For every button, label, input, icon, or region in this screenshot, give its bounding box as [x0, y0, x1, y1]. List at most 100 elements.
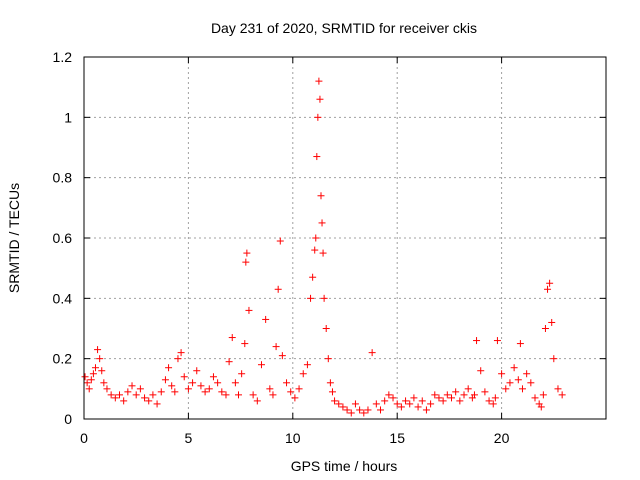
data-point: [550, 355, 558, 363]
x-tick-label: 10: [285, 430, 301, 446]
y-tick-label: 1.2: [53, 49, 73, 65]
data-point: [174, 355, 182, 363]
data-point: [303, 361, 311, 369]
data-point: [498, 370, 506, 378]
x-tick-label: 5: [185, 430, 193, 446]
y-tick-label: 0.2: [53, 351, 73, 367]
data-point: [171, 388, 179, 396]
data-points: [81, 77, 566, 417]
data-point: [422, 406, 430, 414]
data-point: [531, 394, 539, 402]
y-axis-title: SRMTID / TECUs: [6, 183, 22, 293]
data-point: [184, 385, 192, 393]
data-point: [447, 394, 455, 402]
data-point: [439, 397, 447, 405]
data-point: [317, 192, 325, 200]
data-point: [235, 391, 243, 399]
data-point: [107, 391, 115, 399]
data-point: [315, 77, 323, 85]
data-point: [145, 397, 153, 405]
data-point: [141, 394, 149, 402]
data-point: [157, 388, 165, 396]
data-point: [502, 385, 510, 393]
data-point: [318, 219, 326, 227]
data-point: [435, 394, 443, 402]
data-point: [402, 397, 410, 405]
data-point: [514, 376, 522, 384]
data-point: [272, 343, 280, 351]
data-point: [276, 237, 284, 245]
data-point: [153, 400, 161, 408]
y-tick-label: 0: [64, 411, 72, 427]
data-point: [120, 397, 128, 405]
data-point: [222, 391, 230, 399]
data-point: [368, 349, 376, 357]
data-point: [347, 409, 355, 417]
data-point: [477, 367, 485, 375]
data-point: [81, 373, 89, 381]
data-point: [389, 394, 397, 402]
x-axis-title: GPS time / hours: [291, 458, 398, 474]
data-point: [311, 246, 319, 254]
data-point: [307, 294, 315, 302]
data-point: [299, 370, 307, 378]
y-tick-label: 0.6: [53, 230, 73, 246]
data-point: [124, 388, 132, 396]
data-point: [406, 400, 414, 408]
data-point: [132, 391, 140, 399]
data-point: [309, 273, 317, 281]
y-tick-label: 0.4: [53, 290, 73, 306]
x-tick-label: 20: [494, 430, 510, 446]
data-point: [218, 388, 226, 396]
data-point: [197, 382, 205, 390]
data-point: [481, 388, 489, 396]
data-point: [320, 294, 328, 302]
x-tick-label: 0: [80, 430, 88, 446]
data-point: [473, 337, 481, 345]
data-point: [537, 403, 545, 411]
data-point: [245, 306, 253, 314]
data-point: [558, 391, 566, 399]
y-tick-label: 0.8: [53, 170, 73, 186]
data-point: [83, 379, 91, 387]
data-point: [518, 385, 526, 393]
data-point: [493, 337, 501, 345]
data-point: [274, 285, 282, 293]
data-point: [231, 379, 239, 387]
data-point: [161, 376, 169, 384]
data-point: [225, 358, 233, 366]
data-point: [94, 346, 102, 354]
data-point: [527, 379, 535, 387]
data-point: [546, 279, 554, 287]
data-point: [180, 373, 188, 381]
grid: [84, 57, 606, 419]
data-point: [168, 382, 176, 390]
data-point: [491, 394, 499, 402]
y-tick-label: 1: [64, 109, 72, 125]
data-point: [335, 400, 343, 408]
data-point: [262, 315, 270, 323]
data-point: [85, 385, 93, 393]
data-point: [397, 403, 405, 411]
data-point: [177, 349, 185, 357]
data-point: [87, 376, 95, 384]
data-point: [228, 334, 236, 342]
data-point: [111, 394, 119, 402]
data-point: [278, 352, 286, 360]
data-point: [360, 409, 368, 417]
data-point: [103, 385, 111, 393]
data-point: [470, 391, 478, 399]
data-point: [243, 249, 251, 257]
data-point: [548, 318, 556, 326]
data-point: [385, 391, 393, 399]
data-point: [539, 391, 547, 399]
data-point: [205, 385, 213, 393]
data-point: [201, 388, 209, 396]
data-point: [381, 397, 389, 405]
data-point: [443, 391, 451, 399]
data-point: [523, 370, 531, 378]
data-point: [128, 382, 136, 390]
data-point: [372, 400, 380, 408]
data-point: [456, 397, 464, 405]
data-point: [427, 400, 435, 408]
